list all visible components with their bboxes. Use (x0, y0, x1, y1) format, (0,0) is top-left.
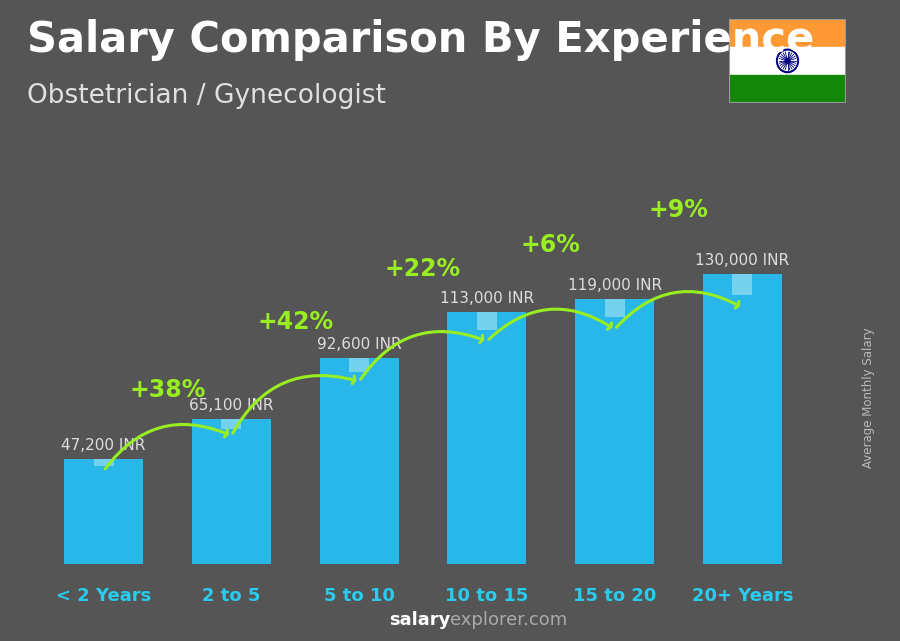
Bar (192, 419, 271, 564)
Bar (605, 299, 625, 317)
Circle shape (785, 58, 790, 63)
Text: 20+ Years: 20+ Years (691, 587, 793, 605)
Text: 65,100 INR: 65,100 INR (189, 398, 274, 413)
Text: 92,600 INR: 92,600 INR (317, 337, 401, 352)
Text: 130,000 INR: 130,000 INR (696, 253, 789, 269)
Text: 113,000 INR: 113,000 INR (440, 292, 534, 306)
Text: 119,000 INR: 119,000 INR (568, 278, 662, 293)
Bar (64, 459, 143, 564)
Text: Obstetrician / Gynecologist: Obstetrician / Gynecologist (27, 83, 386, 110)
Text: Salary Comparison By Experience: Salary Comparison By Experience (27, 19, 814, 62)
Text: salary: salary (389, 612, 450, 629)
Text: < 2 Years: < 2 Years (56, 587, 151, 605)
Bar (447, 312, 526, 564)
Text: 15 to 20: 15 to 20 (573, 587, 656, 605)
Bar (575, 299, 654, 564)
Bar (349, 358, 369, 372)
Bar (729, 19, 846, 47)
Text: 2 to 5: 2 to 5 (202, 587, 261, 605)
Text: 47,200 INR: 47,200 INR (61, 438, 146, 453)
Circle shape (777, 49, 798, 72)
Text: +38%: +38% (130, 378, 206, 401)
Bar (729, 75, 846, 103)
Text: +42%: +42% (257, 310, 333, 335)
Bar (733, 274, 752, 294)
Bar (221, 419, 241, 429)
Text: +22%: +22% (385, 258, 461, 281)
Text: 10 to 15: 10 to 15 (446, 587, 528, 605)
Bar (703, 274, 782, 564)
Circle shape (778, 51, 796, 71)
Bar (729, 47, 846, 75)
Bar (320, 358, 399, 564)
Text: +6%: +6% (521, 233, 580, 257)
Bar (477, 312, 497, 329)
Text: explorer.com: explorer.com (450, 612, 567, 629)
Text: +9%: +9% (649, 198, 708, 222)
Text: Average Monthly Salary: Average Monthly Salary (862, 327, 875, 468)
Text: 5 to 10: 5 to 10 (324, 587, 394, 605)
Bar (94, 459, 113, 466)
